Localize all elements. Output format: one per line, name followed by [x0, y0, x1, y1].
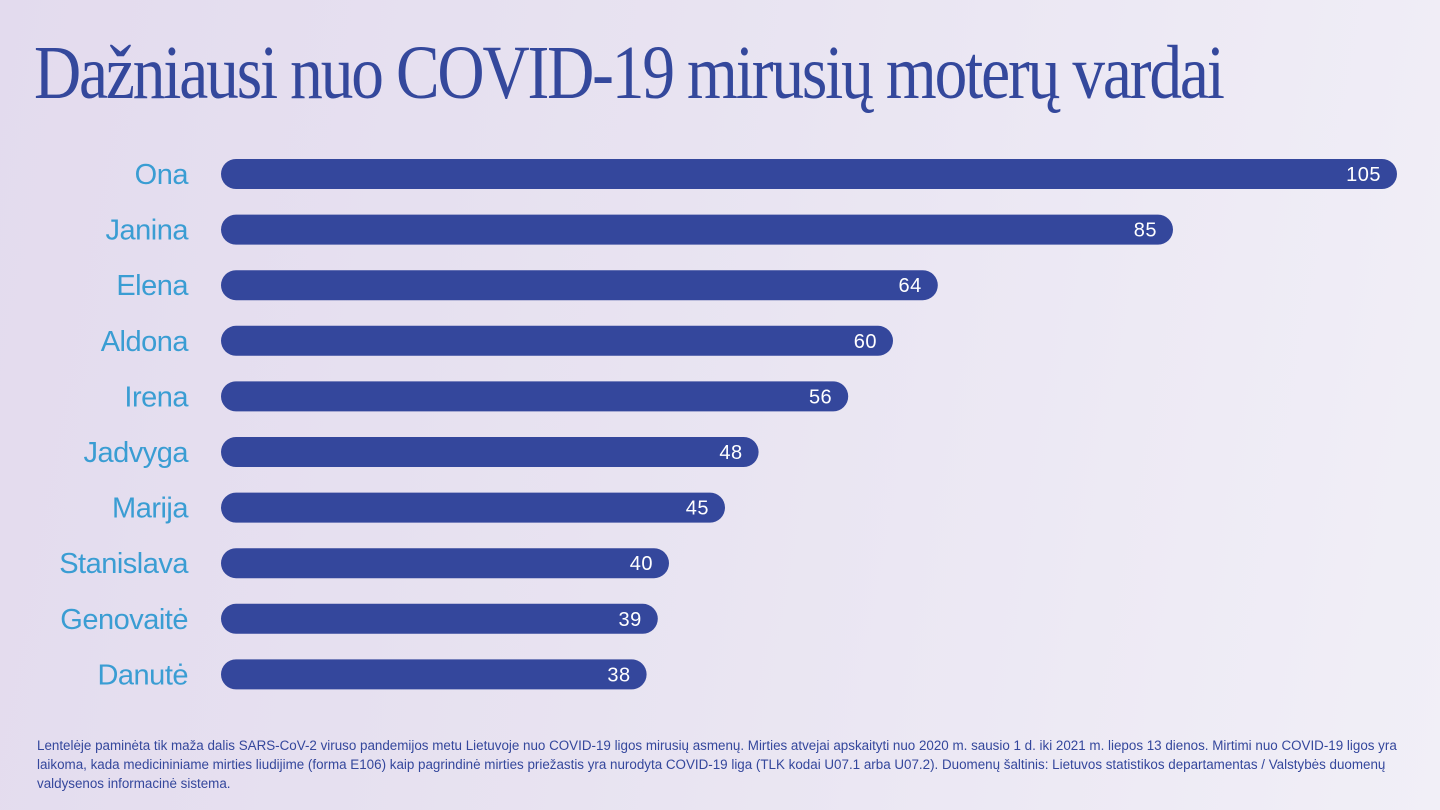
bar — [221, 548, 669, 579]
bar-group: Danutė 38 — [97, 659, 647, 691]
bar-group: Janina 85 — [106, 214, 1173, 247]
category-label: Janina — [106, 215, 190, 247]
category-label: Jadvyga — [83, 437, 189, 469]
value-label: 64 — [899, 275, 922, 297]
bar-group: Jadvyga 48 — [83, 437, 759, 469]
category-label: Ona — [135, 159, 190, 191]
value-label: 56 — [809, 386, 832, 408]
bar-group: Genovaitė 39 — [60, 603, 658, 636]
bar — [221, 214, 1173, 245]
bar — [221, 603, 658, 634]
category-label: Marija — [112, 493, 189, 525]
bar-group: Stanislava 40 — [59, 548, 669, 580]
bar — [221, 659, 647, 690]
category-label: Genovaitė — [60, 604, 188, 636]
bar-group: Ona 105 — [135, 159, 1397, 191]
chart-title: Dažniausi nuo COVID-19 mirusių moterų va… — [34, 31, 1225, 115]
value-label: 105 — [1346, 164, 1381, 186]
value-label: 40 — [630, 553, 653, 575]
category-label: Danutė — [97, 659, 188, 691]
category-label: Aldona — [101, 326, 190, 358]
bar-chart: Ona 105 Janina 85 Elena 64 Aldona 60 Irena 56 Jadv… — [59, 159, 1397, 691]
bar-group: Irena 56 — [124, 381, 849, 413]
footnote: Lentelėje paminėta tik maža dalis SARS-C… — [37, 738, 1397, 791]
category-label: Stanislava — [59, 548, 189, 580]
bar-group: Marija 45 — [112, 492, 725, 525]
category-label: Elena — [116, 270, 189, 302]
bar-group: Elena 64 — [116, 270, 938, 302]
bar — [221, 492, 725, 523]
bar — [221, 437, 759, 467]
value-label: 45 — [686, 498, 709, 520]
value-label: 38 — [607, 664, 630, 686]
value-label: 60 — [854, 331, 877, 353]
bar — [221, 270, 938, 301]
bar — [221, 159, 1397, 189]
bar — [221, 325, 893, 356]
bar-group: Aldona 60 — [101, 325, 893, 358]
value-label: 39 — [619, 609, 642, 631]
value-label: 85 — [1134, 220, 1157, 242]
value-label: 48 — [719, 442, 742, 464]
bar — [221, 381, 849, 412]
category-label: Irena — [124, 381, 189, 413]
